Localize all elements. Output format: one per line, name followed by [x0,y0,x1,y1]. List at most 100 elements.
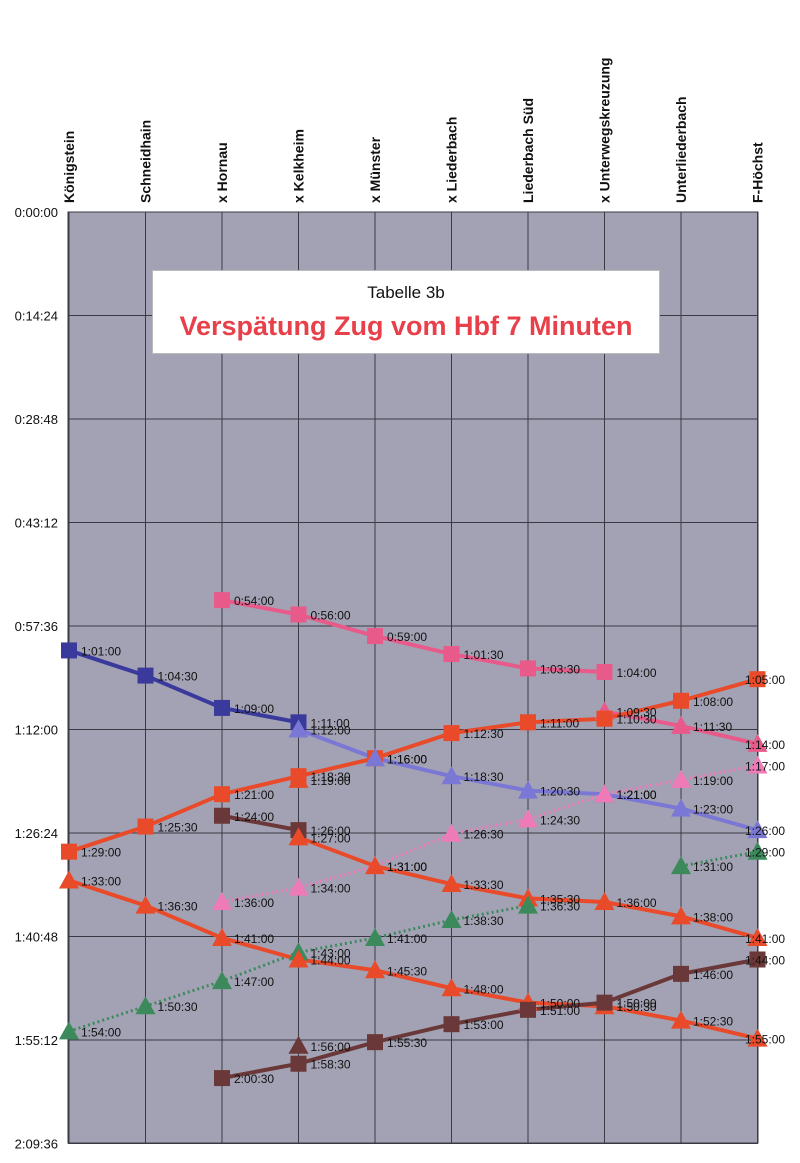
data-label: 1:52:30 [693,1015,733,1029]
data-label: 1:21:00 [617,788,657,802]
data-point-triangle [59,870,79,889]
data-label: 1:19:00 [311,774,351,788]
data-point-triangle [288,719,309,738]
data-point-square [367,628,383,645]
station-label: Schneidhain [138,120,154,203]
data-point-square [367,1034,383,1051]
data-label: 1:26:00 [311,824,351,838]
data-label: 1:43:00 [311,946,351,960]
data-point-triangle [365,927,385,946]
data-label: 1:38:30 [464,914,504,928]
data-label: 1:10:30 [617,713,657,727]
chart-title-box: Tabelle 3b Verspätung Zug vom Hbf 7 Minu… [152,270,660,354]
y-tick-label: 2:09:36 [15,1137,58,1152]
series-markers [59,592,768,1087]
data-label: 1:12:30 [464,727,504,741]
data-point-triangle [365,856,385,875]
station-labels: Königstein Schneidhain x Hornau x Kelkheim x… [61,58,766,203]
data-point-triangle [747,841,768,860]
station-label: Unterliederbach [673,96,689,203]
station-label: x Hornau [214,142,230,203]
data-label: 1:09:00 [234,702,274,716]
data-label: 1:11:00 [311,716,350,730]
data-label: 1:26:30 [464,828,504,842]
data-label: 1:34:00 [311,882,351,896]
y-tick-label: 0:43:12 [15,516,58,531]
y-tick-label: 0:57:36 [15,619,58,634]
data-point-triangle [365,748,385,767]
data-point-triangle [288,827,309,846]
data-label: 1:33:00 [81,874,121,888]
data-label: 1:05:00 [745,673,785,687]
data-label: 1:36:30 [540,900,580,914]
data-label: 1:55:00 [745,1033,785,1047]
data-label: 1:41:00 [745,932,785,946]
data-point-triangle [288,877,309,896]
data-label: 1:31:00 [693,860,733,874]
station-label: x Liederbach [444,117,460,203]
data-point-square [596,994,613,1011]
data-point-triangle [212,971,232,990]
data-label: 1:16:00 [387,752,427,766]
data-point-triangle [671,856,691,875]
chart-subtitle: Verspätung Zug vom Hbf 7 Minuten [179,311,633,341]
station-label: Königstein [61,131,77,203]
data-point-triangle [441,766,462,785]
data-point-triangle [671,715,691,734]
data-point-square [749,951,766,968]
data-point-triangle [594,784,615,803]
series-line [221,763,758,904]
chart-title: Tabelle 3b [367,283,445,302]
data-label: 1:50:30 [158,1000,198,1014]
data-label: 1:11:00 [540,716,579,730]
data-label: 1:36:00 [234,896,274,910]
data-point-triangle [288,1035,309,1054]
data-point-triangle [135,895,156,914]
data-point-square [596,664,613,680]
data-point-triangle [288,949,309,968]
series-line [221,957,758,1081]
data-label: 1:31:00 [387,860,427,874]
data-label: 1:44:00 [311,954,351,968]
data-point-triangle [59,1021,79,1040]
data-point-square [137,667,154,684]
data-point-square [443,646,460,663]
data-point-square [214,1070,230,1087]
y-tick-label: 0:00:00 [15,205,58,220]
station-label: Liederbach Süd [520,98,536,203]
y-axis-tick-labels: 0:00:00 0:14:24 0:28:48 0:43:12 0:57:36 1:12:… [15,205,58,1152]
series-line [221,598,605,674]
data-labels: 0:54:00 0:56:00 0:59:00 1:01:30 1:03:30 1:04:… [81,594,785,1086]
data-label: 1:36:00 [617,896,657,910]
series-line [68,878,758,1041]
data-point-square [137,818,154,835]
data-label: 1:55:30 [387,1036,427,1050]
data-label: 1:47:00 [234,975,274,989]
data-point-triangle [135,996,156,1015]
data-point-square [520,1001,536,1018]
data-point-triangle [441,874,462,893]
y-tick-label: 1:12:00 [15,723,58,738]
data-point-triangle [441,978,462,997]
data-point-square [443,1016,460,1033]
data-point-triangle [747,733,768,752]
data-label: 1:50:00 [617,997,657,1011]
y-tick-label: 1:40:48 [15,930,58,945]
data-label: 0:54:00 [234,594,274,608]
data-label: 1:17:00 [745,759,785,773]
data-label: 1:20:30 [540,785,580,799]
data-label: 1:23:00 [693,803,733,817]
y-tick-label: 1:55:12 [15,1033,58,1048]
data-label: 1:01:30 [464,648,504,662]
series-line [68,677,759,854]
data-point-triangle [518,780,538,799]
y-tick-label: 0:28:48 [15,412,58,427]
data-label: 1:58:30 [311,1058,351,1072]
data-point-triangle [747,820,768,839]
data-label: 1:26:00 [745,824,785,838]
data-label: 1:41:00 [387,932,427,946]
data-point-triangle [518,895,538,914]
data-label: 1:29:00 [81,846,121,860]
data-label: 1:04:00 [617,666,657,680]
data-label: 1:38:00 [693,910,733,924]
